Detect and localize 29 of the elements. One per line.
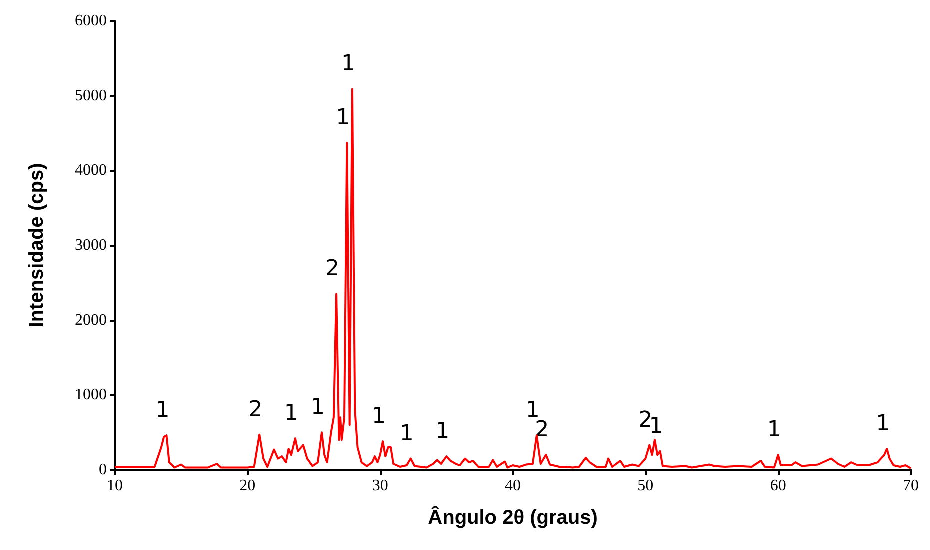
x-tick-label: 40 xyxy=(505,478,521,494)
annotation: 2 xyxy=(535,418,550,443)
x-tick-label: 60 xyxy=(770,478,786,494)
x-tick-label: 50 xyxy=(638,478,654,494)
y-tick-label: 6000 xyxy=(75,12,107,30)
x-tick-label: 10 xyxy=(107,478,123,494)
y-tick-label: 1000 xyxy=(75,386,107,404)
annotation: 1 xyxy=(336,105,350,130)
annotation: 1 xyxy=(767,418,782,443)
annotation: 1 xyxy=(310,395,325,420)
annotation: 2 xyxy=(326,256,340,282)
y-axis-title: Intensidade (cps) xyxy=(26,163,48,328)
x-tick-label: 20 xyxy=(240,478,256,494)
annotation: 1 xyxy=(372,404,386,430)
y-tick-label: 5000 xyxy=(75,87,107,104)
y-tick-label: 4000 xyxy=(75,162,107,180)
x-tick-label: 70 xyxy=(903,478,919,494)
x-tick-label: 30 xyxy=(372,478,388,494)
y-tick-label: 2000 xyxy=(75,312,107,329)
annotation: 2 xyxy=(248,397,263,422)
annotation: 1 xyxy=(876,412,890,437)
y-tick-label: 3000 xyxy=(75,237,107,254)
y-tick-label: 0 xyxy=(99,462,107,478)
annotation: 1 xyxy=(284,401,298,426)
annotation: 1 xyxy=(400,421,414,446)
annotation: 1 xyxy=(436,419,450,444)
annotation: 1 xyxy=(156,398,170,424)
annotation: 1 xyxy=(341,52,356,77)
x-axis-title: Ângulo 2θ (graus) xyxy=(428,506,598,529)
